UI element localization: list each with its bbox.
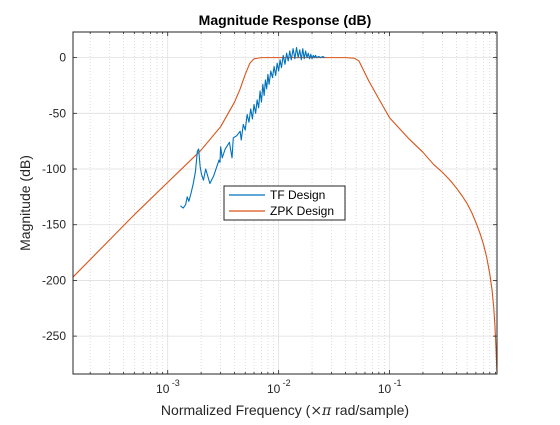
y-tick-label: -150 bbox=[42, 218, 66, 232]
y-tick-label: -250 bbox=[42, 329, 66, 343]
axes-box bbox=[72, 31, 498, 375]
y-tick-label: -200 bbox=[42, 273, 66, 287]
x-axis-label: Normalized Frequency (×π rad/sample) bbox=[161, 402, 409, 419]
y-tick-label: -100 bbox=[42, 162, 66, 176]
x-axis-label-suffix: rad/sample) bbox=[331, 402, 409, 418]
y-tick-label: 0 bbox=[59, 51, 66, 65]
x-tick-label: 10 bbox=[156, 382, 170, 396]
x-axis-label-prefix: Normalized Frequency ( bbox=[161, 402, 311, 418]
x-axis-label-symbol: ×π bbox=[310, 403, 332, 419]
chart-title: Magnitude Response (dB) bbox=[199, 12, 372, 28]
y-tick-label: -50 bbox=[49, 106, 67, 120]
legend-entry-zpk-design: ZPK Design bbox=[270, 204, 334, 218]
series-line-zpk-design bbox=[73, 57, 497, 374]
data-series bbox=[73, 47, 497, 374]
series-line-tf-design bbox=[180, 47, 325, 209]
y-axis-label: Magnitude (dB) bbox=[17, 155, 33, 251]
x-tick-label: 10 bbox=[378, 382, 392, 396]
x-tick-label: 10 bbox=[267, 382, 281, 396]
x-tick-label-exponent: -3 bbox=[172, 378, 180, 388]
x-tick-label-exponent: -2 bbox=[283, 378, 291, 388]
x-tick-label-exponent: -1 bbox=[394, 378, 402, 388]
axis-ticks: 10 -3 10 -2 10 -10-50-100-150-200-250 bbox=[42, 32, 497, 396]
legend-entry-tf-design: TF Design bbox=[270, 188, 325, 202]
legend[interactable]: TF Design ZPK Design bbox=[223, 185, 346, 221]
legend-box bbox=[223, 185, 346, 221]
